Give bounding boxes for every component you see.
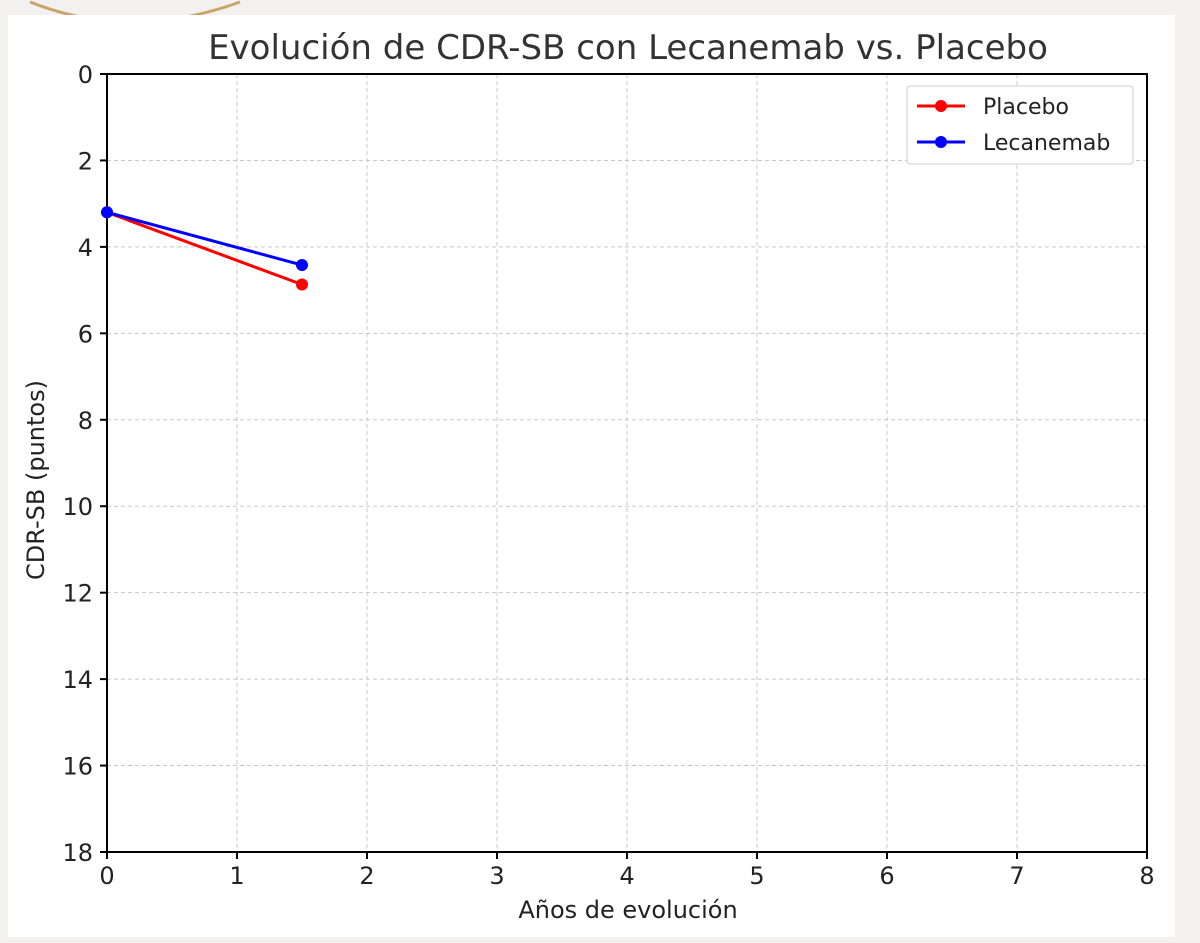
- series: [101, 206, 308, 291]
- y-tick-label: 10: [62, 493, 93, 521]
- legend-label: Placebo: [983, 95, 1069, 120]
- x-tick-label: 6: [879, 862, 894, 890]
- data-point: [101, 206, 113, 219]
- y-tick-label: 0: [78, 61, 93, 89]
- y-tick-label: 16: [62, 753, 93, 781]
- y-tick-label: 18: [62, 839, 93, 867]
- x-tick-label: 4: [619, 862, 634, 890]
- x-tick-label: 8: [1139, 862, 1154, 890]
- chart-title: Evolución de CDR-SB con Lecanemab vs. Pl…: [208, 28, 1048, 68]
- y-tick-label: 6: [78, 320, 93, 348]
- legend: Placebo Lecanemab: [906, 85, 1134, 165]
- y-tick-label: 2: [78, 147, 93, 175]
- x-tick-label: 2: [359, 862, 374, 890]
- grid: [106, 73, 1148, 853]
- x-tick-label: 0: [99, 862, 114, 890]
- legend-label: Lecanemab: [983, 131, 1110, 156]
- x-tick-label: 3: [489, 862, 504, 890]
- decorative-arc: [29, 0, 241, 20]
- series-line: [106, 210, 303, 267]
- y-tick-label: 14: [62, 666, 93, 694]
- y-axis-label: CDR-SB (puntos): [22, 380, 50, 580]
- series-lecanemab: [101, 206, 308, 272]
- data-point: [296, 278, 308, 291]
- data-point: [296, 259, 308, 272]
- y-tick-label: 8: [78, 407, 93, 435]
- series-line: [106, 210, 303, 286]
- y-tick-label: 12: [62, 580, 93, 608]
- x-tick-label: 5: [749, 862, 764, 890]
- x-tick-label: 1: [229, 862, 244, 890]
- legend-marker: [935, 100, 947, 112]
- x-axis-label: Años de evolución: [518, 896, 737, 924]
- x-tick-label: 7: [1009, 862, 1024, 890]
- chart-card: 0 1 2 3 4 5 6 7 8 0 2 4 6 8 10 12 14 16 18 Evolución de CD…: [8, 15, 1175, 937]
- y-tick-label: 4: [78, 234, 93, 262]
- legend-marker: [935, 136, 947, 148]
